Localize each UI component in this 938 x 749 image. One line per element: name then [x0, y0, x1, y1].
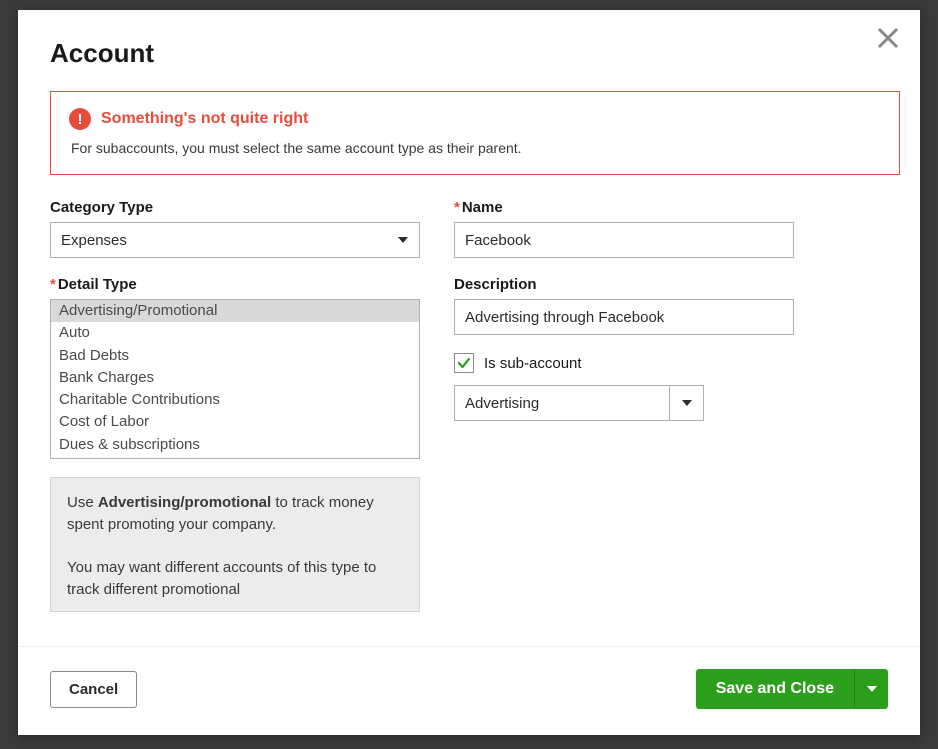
- alert-message: For subaccounts, you must select the sam…: [69, 140, 881, 156]
- list-item[interactable]: Advertising/Promotional: [51, 300, 419, 322]
- parent-account-value: Advertising: [454, 385, 670, 421]
- category-type-label: Category Type: [50, 199, 420, 216]
- modal-body: ! Something's not quite right For subacc…: [18, 79, 920, 646]
- error-icon: !: [69, 108, 91, 130]
- helper-line-1: Use Advertising/promotional to track mon…: [67, 492, 403, 536]
- list-item[interactable]: Bank Charges: [51, 367, 419, 389]
- name-label: *Name: [454, 199, 900, 216]
- form-grid: Category Type Expenses *Name *Detail Typ…: [50, 199, 900, 459]
- category-type-value: Expenses: [61, 232, 127, 249]
- close-button[interactable]: [874, 24, 902, 52]
- detail-type-label: *Detail Type: [50, 276, 420, 293]
- list-item[interactable]: Entertainment: [51, 456, 419, 459]
- name-input[interactable]: [454, 222, 794, 258]
- detail-type-helper: Use Advertising/promotional to track mon…: [50, 477, 420, 612]
- list-item[interactable]: Charitable Contributions: [51, 389, 419, 411]
- list-item[interactable]: Auto: [51, 322, 419, 344]
- alert-title: Something's not quite right: [101, 110, 308, 128]
- account-modal: Account ! Something's not quite right Fo…: [18, 10, 920, 735]
- name-field: *Name: [450, 199, 900, 258]
- right-column-lower: Description Is sub-account Advertising: [450, 276, 900, 421]
- check-icon: [457, 356, 471, 370]
- category-type-select[interactable]: Expenses: [50, 222, 420, 258]
- modal-header: Account: [18, 10, 920, 79]
- chevron-down-icon: [397, 234, 409, 246]
- save-button-group: Save and Close: [696, 669, 888, 709]
- category-type-field: Category Type Expenses: [50, 199, 420, 258]
- chevron-down-icon: [866, 683, 878, 695]
- parent-account-select[interactable]: Advertising: [454, 385, 704, 421]
- description-input[interactable]: [454, 299, 794, 335]
- is-sub-account-row: Is sub-account: [454, 353, 900, 373]
- modal-title: Account: [50, 38, 888, 69]
- parent-account-dropdown-button[interactable]: [670, 385, 704, 421]
- error-alert: ! Something's not quite right For subacc…: [50, 91, 900, 175]
- description-label: Description: [454, 276, 900, 293]
- detail-type-listbox[interactable]: Advertising/PromotionalAutoBad DebtsBank…: [50, 299, 420, 459]
- is-sub-account-checkbox[interactable]: [454, 353, 474, 373]
- list-item[interactable]: Cost of Labor: [51, 411, 419, 433]
- list-item[interactable]: Bad Debts: [51, 345, 419, 367]
- chevron-down-icon: [681, 397, 693, 409]
- cancel-button[interactable]: Cancel: [50, 671, 137, 708]
- is-sub-account-label: Is sub-account: [484, 355, 582, 372]
- alert-header: ! Something's not quite right: [69, 108, 881, 130]
- modal-footer: Cancel Save and Close: [18, 646, 920, 735]
- close-icon: [874, 24, 902, 52]
- save-and-close-button[interactable]: Save and Close: [696, 669, 854, 709]
- detail-type-field: *Detail Type Advertising/PromotionalAuto…: [50, 276, 420, 459]
- save-dropdown-button[interactable]: [854, 669, 888, 709]
- list-item[interactable]: Dues & subscriptions: [51, 434, 419, 456]
- helper-line-2: You may want different accounts of this …: [67, 557, 403, 601]
